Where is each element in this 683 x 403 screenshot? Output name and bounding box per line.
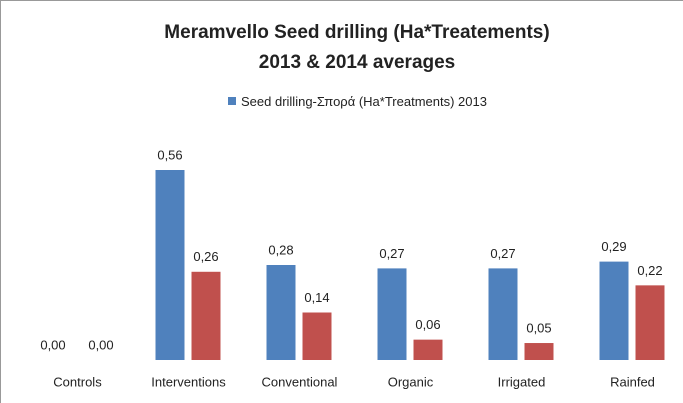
chart-title: Meramvello Seed drilling (Ha*Treatements…	[164, 22, 549, 43]
data-label: 0,06	[415, 317, 440, 332]
bar	[524, 343, 554, 360]
bar	[155, 170, 185, 360]
bar	[413, 339, 443, 360]
x-tick-label: Conventional	[262, 374, 338, 389]
x-tick-label: Organic	[388, 374, 434, 389]
data-label: 0,00	[88, 337, 113, 352]
bar	[266, 265, 296, 360]
bar	[599, 261, 629, 360]
bar	[191, 271, 221, 360]
legend-key	[228, 97, 236, 105]
legend: Seed drilling-Σπορά (Ha*Treatments) 2013	[228, 88, 548, 115]
data-label: 0,29	[601, 239, 626, 254]
bar	[302, 312, 332, 360]
data-label: 0,28	[268, 242, 293, 257]
data-label: 0,56	[157, 147, 182, 162]
bar	[377, 268, 407, 360]
data-label: 0,22	[637, 263, 662, 278]
data-label: 0,00	[40, 337, 65, 352]
data-label: 0,26	[193, 249, 218, 264]
legend-label: Seed drilling-Σπορά (Ha*Treatments) 2013	[241, 94, 487, 109]
legend-item: Seed drilling-Σπορά (Ha*Treatments) 2013	[228, 88, 548, 115]
data-label: 0,27	[379, 246, 404, 261]
x-tick-label: Controls	[53, 374, 102, 389]
chart-subtitle: 2013 & 2014 averages	[259, 52, 456, 73]
data-label: 0,05	[526, 320, 551, 335]
bar	[635, 285, 665, 360]
x-tick-label: Irrigated	[498, 374, 546, 389]
bar	[488, 268, 518, 360]
data-label: 0,14	[304, 290, 329, 305]
x-tick-label: Interventions	[151, 374, 226, 389]
data-label: 0,27	[490, 246, 515, 261]
x-tick-label: Rainfed	[610, 374, 655, 389]
